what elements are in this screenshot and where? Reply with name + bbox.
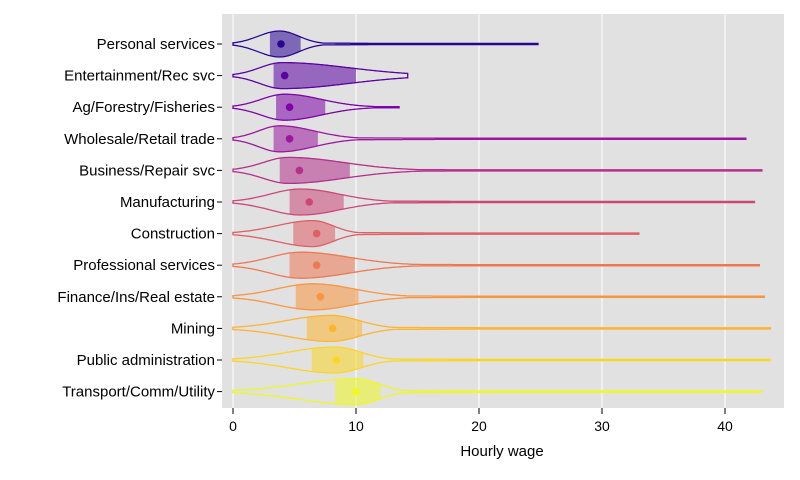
category-label: Professional services — [73, 257, 215, 274]
median-point — [332, 356, 341, 364]
violin-outline — [232, 30, 539, 58]
violin — [232, 314, 772, 343]
violins — [232, 30, 772, 406]
violin — [232, 156, 763, 185]
category-label: Manufacturing — [120, 194, 215, 211]
violin — [232, 30, 539, 58]
violin — [232, 251, 761, 279]
median-point — [312, 261, 321, 270]
category-label: Finance/Ins/Real estate — [57, 289, 215, 306]
violin — [232, 283, 766, 311]
violin — [232, 346, 772, 374]
median-point — [285, 135, 294, 143]
median-point — [305, 198, 314, 206]
median-point — [280, 71, 289, 80]
violin-outline — [232, 314, 772, 343]
category-label: Personal services — [97, 36, 215, 53]
violin-outline — [232, 377, 763, 406]
violin — [232, 377, 763, 406]
violin-outline — [232, 346, 772, 374]
violin — [232, 93, 400, 121]
violin — [232, 125, 747, 153]
category-label: Business/Repair svc — [79, 162, 215, 179]
x-axis-title: Hourly wage — [460, 443, 543, 460]
x-tick-label: 10 — [348, 418, 364, 434]
violin-outline — [232, 283, 766, 311]
category-label: Entertainment/Rec svc — [64, 68, 215, 85]
violin — [232, 61, 409, 90]
violin-outline — [232, 125, 747, 153]
violin-outline — [232, 156, 763, 185]
median-point — [295, 166, 304, 175]
violin-outline — [232, 251, 761, 279]
violin-outline — [232, 188, 756, 216]
violin-outline — [232, 93, 400, 121]
violin — [232, 188, 756, 216]
category-labels: Personal services Entertainment/Rec svc Ag… — [57, 36, 222, 401]
category-label: Transport/Comm/Utility — [62, 384, 215, 401]
median-point — [316, 293, 325, 301]
x-axis: 0 10 20 30 40 — [229, 408, 733, 434]
category-label: Ag/Forestry/Fisheries — [72, 99, 215, 116]
violin — [232, 219, 640, 248]
x-tick-label: 30 — [594, 418, 610, 434]
category-label: Construction — [131, 226, 215, 243]
median-point — [285, 103, 294, 111]
violin-outline — [232, 61, 409, 90]
x-tick-label: 20 — [471, 418, 487, 434]
category-label: Mining — [171, 320, 215, 337]
median-point — [352, 387, 360, 396]
category-label: Wholesale/Retail trade — [64, 131, 215, 148]
median-point — [328, 324, 337, 333]
x-tick-label: 0 — [229, 418, 237, 434]
median-point — [277, 40, 285, 48]
x-tick-label: 40 — [717, 418, 733, 434]
median-point — [312, 229, 321, 238]
category-label: Public administration — [77, 352, 215, 369]
violin-outline — [232, 219, 640, 248]
